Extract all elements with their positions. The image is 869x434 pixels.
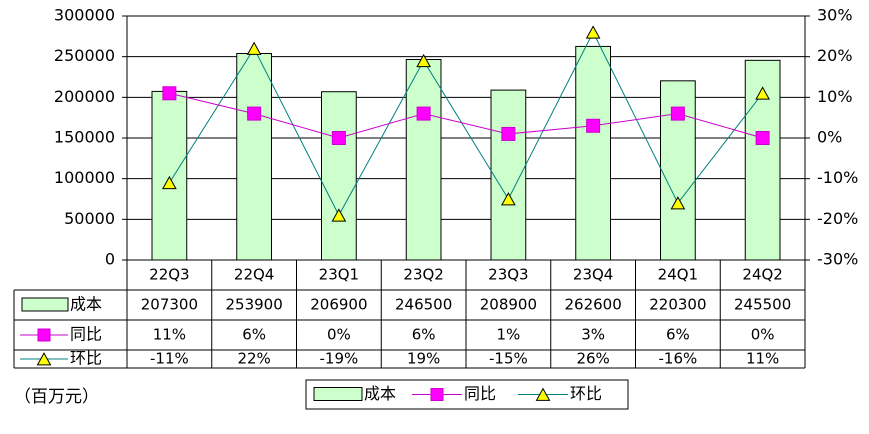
- category-label: 23Q3: [488, 266, 528, 284]
- table-key-yoy-marker: [37, 328, 51, 342]
- table-cell-同比: 1%: [496, 326, 520, 344]
- category-label: 24Q2: [742, 266, 782, 284]
- bar-cost-22Q3: [151, 90, 188, 261]
- bar-cost-22Q4: [236, 52, 272, 261]
- legend-label-yoy: 同比: [464, 384, 496, 403]
- y-left-tick-label: 250000: [54, 46, 115, 65]
- y-right-tick-label: -10%: [817, 168, 858, 187]
- table-cell-环比: -15%: [489, 350, 528, 368]
- marker-yoy-24Q1: [670, 106, 685, 121]
- marker-yoy-22Q4: [247, 106, 262, 121]
- table-cell-同比: 11%: [153, 326, 186, 344]
- marker-qoq-23Q1: [331, 208, 347, 222]
- axes: 0 50000 100000 150000 200000 250000 300000 -30%…: [54, 6, 858, 269]
- bar-series-cost: [151, 45, 781, 261]
- category-label: 23Q2: [403, 266, 443, 284]
- table-cell-同比: 0%: [751, 326, 775, 344]
- y-right-tick-label: 30%: [817, 6, 853, 25]
- unit-note: （百万元）: [14, 387, 99, 407]
- table-key-cost: [21, 297, 69, 312]
- marker-qoq-24Q2: [755, 86, 770, 100]
- legend-label-qoq: 环比: [570, 384, 602, 403]
- marker-yoy-23Q3: [501, 126, 516, 141]
- table-row-label: 环比: [70, 349, 102, 368]
- marker-qoq-24Q1: [670, 196, 686, 210]
- table-cell-环比: 19%: [407, 350, 440, 368]
- table-cell-同比: 0%: [327, 326, 351, 344]
- line-series: [168, 31, 764, 217]
- table-cell-同比: 6%: [666, 326, 690, 344]
- category-label: 24Q1: [658, 266, 698, 284]
- legend-key-yoy-marker: [430, 388, 444, 401]
- table-cell-成本: 245500: [734, 296, 791, 314]
- bar-cost-23Q4: [575, 45, 611, 261]
- table-key-qoq-marker: [36, 352, 52, 366]
- marker-qoq-22Q3: [162, 175, 177, 190]
- category-label: 23Q4: [573, 266, 613, 284]
- y-left-tick-label: 50000: [64, 209, 115, 228]
- table-cell-环比: -11%: [150, 350, 189, 368]
- table-cell-成本: 206900: [310, 296, 367, 314]
- marker-yoy-23Q2: [416, 106, 431, 121]
- category-label: 23Q1: [319, 266, 359, 284]
- table-row-label: 成本: [70, 295, 102, 314]
- table-cell-同比: 6%: [412, 326, 436, 344]
- bar-cost-23Q2: [405, 59, 442, 261]
- bar-cost-23Q1: [321, 91, 357, 261]
- y-right-tick-label: -20%: [817, 209, 858, 228]
- table-cell-环比: -16%: [658, 350, 697, 368]
- table-cell-环比: 26%: [576, 350, 609, 368]
- series-markers: [162, 25, 770, 222]
- table-row-label: 同比: [70, 325, 102, 344]
- table-cell-成本: 262600: [564, 296, 621, 314]
- category-label: 22Q4: [234, 266, 274, 284]
- table-cell-同比: 6%: [242, 326, 266, 344]
- table-cell-成本: 208900: [480, 296, 537, 314]
- y-left-tick-label: 0: [105, 250, 115, 269]
- line-qoq: [168, 31, 764, 217]
- y-right-tick-label: -30%: [817, 250, 858, 269]
- marker-qoq-23Q3: [501, 192, 516, 206]
- y-left-tick-label: 150000: [54, 128, 115, 147]
- table-cell-环比: -19%: [319, 350, 358, 368]
- marker-yoy-23Q1: [331, 131, 346, 145]
- marker-qoq-22Q4: [246, 41, 262, 55]
- line-yoy: [169, 92, 763, 139]
- table-cell-成本: 220300: [649, 296, 706, 314]
- y-right-tick-label: 20%: [817, 46, 853, 65]
- marker-qoq-23Q4: [585, 25, 601, 39]
- table-cell-成本: 207300: [141, 296, 198, 314]
- table-cell-成本: 246500: [395, 296, 452, 314]
- legend-label-cost: 成本: [364, 384, 396, 403]
- y-right-tick-label: 10%: [817, 87, 853, 106]
- marker-yoy-24Q2: [755, 131, 770, 145]
- y-left-tick-label: 200000: [54, 87, 115, 106]
- legend: 成本 同比 环比: [305, 379, 629, 410]
- marker-yoy-22Q3: [162, 86, 177, 101]
- legend-key-qoq-marker: [535, 387, 551, 401]
- gridlines: [127, 15, 805, 220]
- category-label: 22Q3: [149, 266, 189, 284]
- y-left-tick-label: 100000: [54, 168, 115, 187]
- marker-qoq-23Q2: [416, 53, 431, 68]
- table-cell-成本: 253900: [225, 296, 282, 314]
- marker-yoy-23Q4: [586, 118, 601, 133]
- legend-key-cost: [313, 387, 363, 401]
- data-table: 22Q3 22Q4 23Q1 23Q2 23Q3 23Q4 24Q1 24Q2 207300 25…: [13, 259, 806, 369]
- table-cell-环比: 22%: [237, 350, 270, 368]
- table-cell-环比: 11%: [746, 350, 779, 368]
- y-right-tick-label: 0%: [817, 128, 842, 147]
- table-cell-同比: 3%: [581, 326, 605, 344]
- y-left-tick-label: 300000: [54, 6, 115, 25]
